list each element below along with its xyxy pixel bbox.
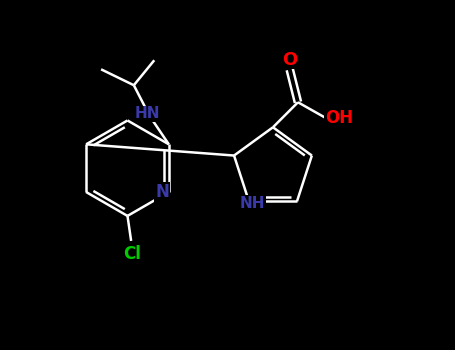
Text: N: N: [155, 183, 169, 201]
Text: O: O: [282, 50, 298, 69]
Text: OH: OH: [325, 109, 353, 127]
Text: NH: NH: [240, 196, 265, 211]
Text: Cl: Cl: [123, 245, 141, 262]
Text: HN: HN: [135, 106, 160, 121]
